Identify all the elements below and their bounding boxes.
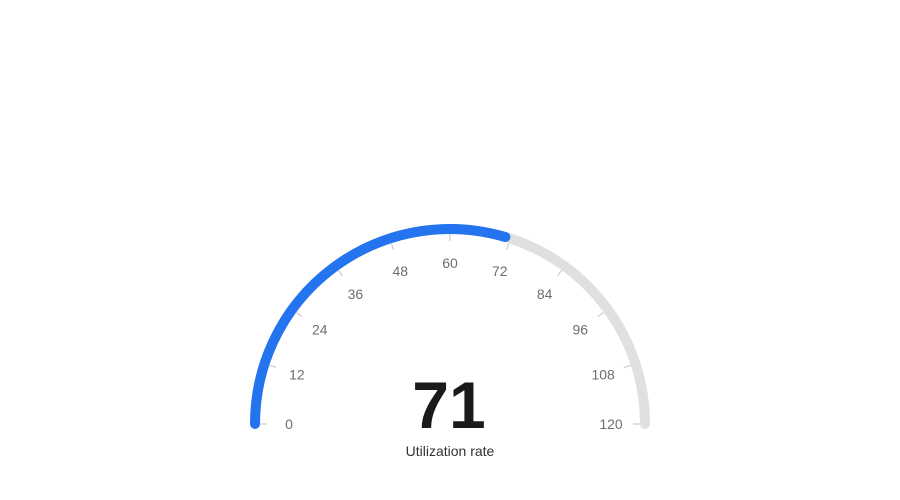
gauge-tick-label: 96	[572, 321, 588, 337]
gauge-tick	[597, 311, 605, 317]
gauge-tick-label: 120	[599, 416, 623, 432]
gauge-tick-label: 108	[591, 366, 615, 382]
gauge-tick-label: 60	[442, 255, 458, 271]
gauge-progress	[250, 224, 511, 429]
gauge-tick-label: 72	[492, 263, 508, 279]
gauge-tick-label: 12	[289, 366, 305, 382]
gauge-tick	[557, 269, 563, 277]
gauge-value: 71	[412, 368, 485, 442]
gauge-tick	[269, 364, 277, 369]
gauge-tick	[337, 269, 343, 277]
gauge-tick-label: 0	[285, 416, 293, 432]
gauge-tick-label: 24	[312, 321, 328, 337]
gauge-ticks	[260, 234, 640, 425]
gauge-tick-label: 48	[392, 263, 408, 279]
gauge-tick	[505, 243, 510, 251]
gauge-tick-label: 84	[537, 286, 553, 302]
gauge-tick-labels: 0 12 24 36 48 60 72 84 96 108 120	[285, 255, 623, 432]
gauge-tick	[390, 243, 395, 251]
gauge-tick	[623, 364, 631, 369]
gauge-caption: Utilization rate	[406, 443, 495, 459]
gauge-tick	[295, 311, 303, 317]
gauge-tick-label: 36	[348, 286, 364, 302]
